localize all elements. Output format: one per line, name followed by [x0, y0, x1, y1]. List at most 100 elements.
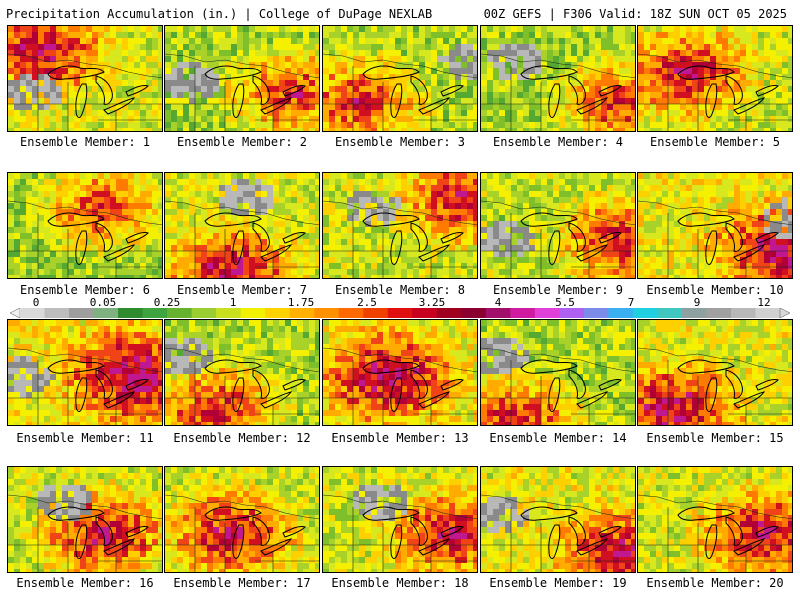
ensemble-member-label: Ensemble Member: 2 [176, 135, 308, 149]
ensemble-member-label: Ensemble Member: 20 [646, 576, 784, 590]
great-lakes-outline [410, 516, 428, 546]
state-border [8, 494, 162, 520]
great-lakes-outline [677, 506, 735, 521]
colorbar-swatch [387, 308, 413, 318]
ensemble-map-panel [480, 319, 636, 426]
colorbar-swatch [338, 308, 364, 318]
colorbar-swatch [44, 308, 70, 318]
great-lakes-outline [204, 65, 262, 80]
great-lakes-outline [125, 526, 149, 538]
great-lakes-outline [252, 516, 270, 546]
state-border [638, 200, 792, 226]
great-lakes-outline [440, 526, 464, 538]
great-lakes-outline [47, 212, 105, 227]
great-lakes-outline [390, 524, 403, 559]
ensemble-member-label: Ensemble Member: 13 [331, 431, 469, 445]
colorbar-swatch [20, 308, 46, 318]
great-lakes-outline [755, 232, 779, 244]
great-lakes-outline [418, 391, 451, 409]
colorbar-tick-label: 5.5 [555, 296, 575, 309]
great-lakes-outline [282, 379, 306, 391]
great-lakes-outline [390, 83, 403, 118]
ensemble-map-panel [637, 319, 793, 426]
great-lakes-outline [705, 83, 718, 118]
great-lakes-outline [95, 75, 113, 105]
great-lakes-outline [755, 379, 779, 391]
state-border [165, 494, 319, 520]
colorbar-swatch [412, 308, 438, 318]
precip-map [481, 26, 635, 131]
ensemble-member-label: Ensemble Member: 1 [19, 135, 151, 149]
state-border [165, 53, 319, 79]
great-lakes-outline [725, 369, 743, 399]
great-lakes-outline [103, 538, 136, 556]
state-border [481, 53, 635, 79]
state-border [481, 347, 635, 373]
state-border [165, 200, 319, 226]
great-lakes-outline [568, 369, 586, 399]
colorbar-swatch [69, 308, 95, 318]
colorbar-min-arrow [10, 308, 21, 318]
great-lakes-outline [568, 75, 586, 105]
great-lakes-outline [282, 232, 306, 244]
colorbar-tick-label: 0.05 [89, 296, 117, 309]
great-lakes-outline [440, 232, 464, 244]
ensemble-member-label: Ensemble Member: 14 [489, 431, 627, 445]
colorbar-swatch [706, 308, 732, 318]
great-lakes-outline [520, 65, 578, 80]
great-lakes-outline [598, 526, 622, 538]
ensemble-member-label: Ensemble Member: 10 [646, 283, 784, 297]
great-lakes-outline [677, 359, 735, 374]
colorbar-swatch [559, 308, 585, 318]
precip-map [638, 467, 792, 572]
colorbar-tick-label: 4 [494, 296, 502, 309]
great-lakes-outline [204, 506, 262, 521]
ensemble-member-label: Ensemble Member: 7 [176, 283, 308, 297]
great-lakes-outline [418, 97, 451, 115]
colorbar-swatch [167, 308, 193, 318]
great-lakes-outline [232, 524, 245, 559]
great-lakes-outline [705, 524, 718, 559]
colorbar-swatch [755, 308, 781, 318]
precip-map [165, 173, 319, 278]
ensemble-map-panel [7, 25, 163, 132]
precip-map [165, 320, 319, 425]
great-lakes-outline [47, 506, 105, 521]
great-lakes-outline [418, 538, 451, 556]
great-lakes-outline [232, 230, 245, 265]
ensemble-member-label: Ensemble Member: 11 [16, 431, 154, 445]
great-lakes-outline [440, 379, 464, 391]
ensemble-member-label: Ensemble Member: 19 [489, 576, 627, 590]
colorbar-swatch [240, 308, 266, 318]
precip-map [8, 467, 162, 572]
colorbar-swatch [510, 308, 536, 318]
ensemble-map-panel [164, 466, 320, 573]
great-lakes-outline [418, 244, 451, 262]
great-lakes-outline [204, 212, 262, 227]
great-lakes-outline [725, 222, 743, 252]
precip-map [8, 26, 162, 131]
precip-map [323, 320, 477, 425]
great-lakes-outline [410, 369, 428, 399]
ensemble-member-label: Ensemble Member: 3 [334, 135, 466, 149]
state-border [8, 347, 162, 373]
great-lakes-outline [75, 524, 88, 559]
colorbar-swatch [657, 308, 683, 318]
great-lakes-outline [75, 230, 88, 265]
ensemble-member-label: Ensemble Member: 8 [334, 283, 466, 297]
great-lakes-outline [576, 97, 609, 115]
great-lakes-outline [520, 212, 578, 227]
colorbar-max-arrow [779, 308, 790, 318]
state-border [481, 494, 635, 520]
great-lakes-outline [47, 65, 105, 80]
state-border [638, 347, 792, 373]
ensemble-member-label: Ensemble Member: 15 [646, 431, 784, 445]
great-lakes-outline [75, 83, 88, 118]
state-border [323, 347, 477, 373]
precip-map [323, 173, 477, 278]
ensemble-map-panel [322, 466, 478, 573]
great-lakes-outline [576, 538, 609, 556]
great-lakes-outline [598, 85, 622, 97]
great-lakes-outline [390, 230, 403, 265]
colorbar-tick-label: 12 [757, 296, 771, 309]
